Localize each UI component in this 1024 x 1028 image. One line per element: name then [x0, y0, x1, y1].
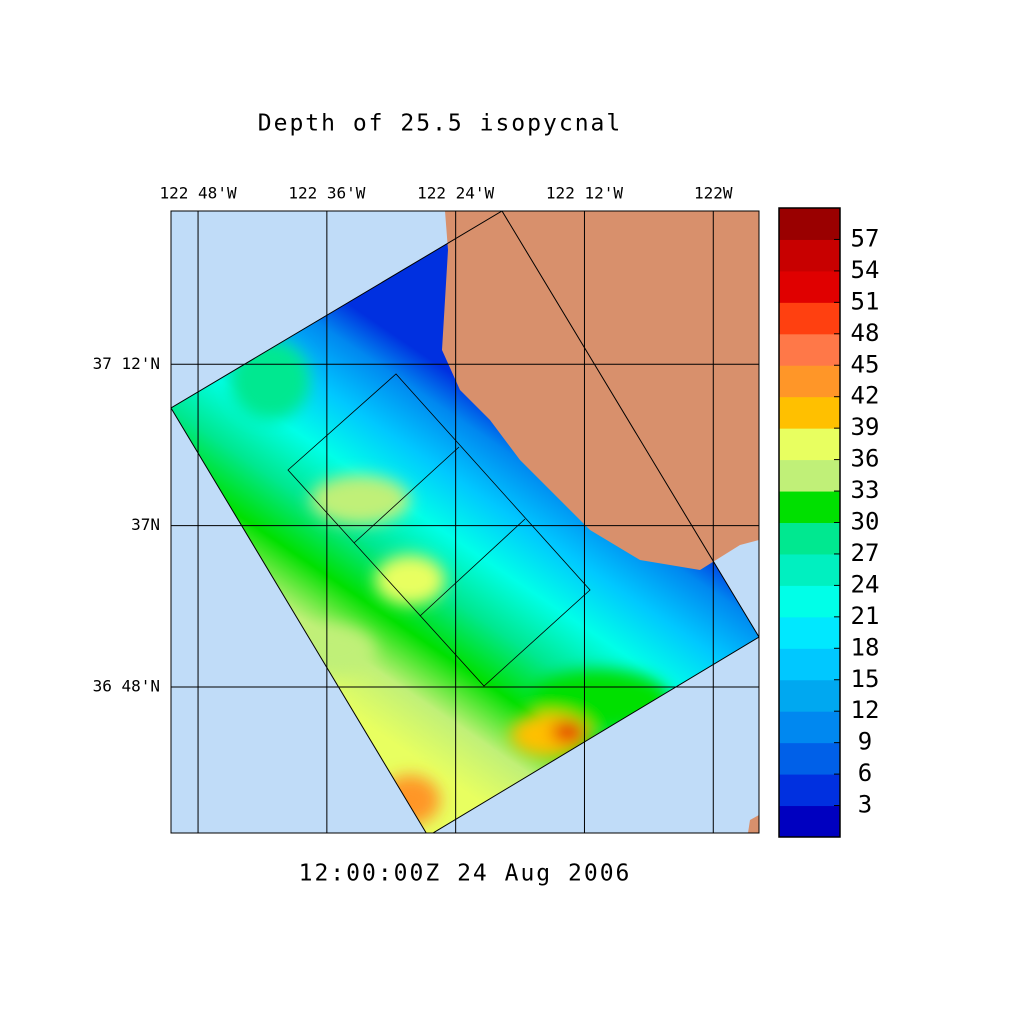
- colorbar-label: 54: [851, 256, 880, 284]
- colorbar-label: 15: [851, 665, 880, 693]
- x-tick-label: 122 24'W: [417, 184, 494, 203]
- land: [442, 211, 759, 570]
- colorbar-label: 18: [851, 633, 880, 661]
- colorbar-swatch: [779, 365, 840, 398]
- chart-title: Depth of 25.5 isopycnal: [258, 111, 623, 137]
- colorbar-swatch: [779, 239, 840, 272]
- colorbar-label: 6: [858, 759, 872, 787]
- colorbar-label: 9: [858, 728, 872, 756]
- colorbar-swatch: [779, 553, 840, 586]
- time-label: 12:00:00Z 24 Aug 2006: [299, 861, 632, 887]
- x-tick-label: 122 12'W: [546, 184, 623, 203]
- colorbar-swatch: [779, 208, 840, 240]
- colorbar-swatch: [779, 491, 840, 523]
- colorbar-label: 48: [851, 319, 880, 347]
- colorbar-swatch: [779, 333, 840, 366]
- colorbar-label: 21: [851, 602, 880, 630]
- colorbar-swatch: [779, 585, 840, 618]
- land: [748, 815, 759, 833]
- colorbar-swatch: [779, 805, 840, 838]
- colorbar-swatch: [779, 459, 840, 492]
- plot-frame: [170, 210, 760, 834]
- colorbar-label: 42: [851, 382, 880, 410]
- x-tick-label: 122W: [694, 184, 733, 203]
- model-domain: [171, 211, 759, 833]
- colorbar-label: 36: [851, 445, 880, 473]
- colorbar-label: 57: [851, 224, 880, 252]
- y-tick-label: 36 48'N: [93, 676, 160, 695]
- x-tick-label: 122 36'W: [288, 184, 365, 203]
- colorbar-swatch: [779, 270, 840, 303]
- colorbar-label: 27: [851, 539, 880, 567]
- colorbar-label: 30: [851, 508, 880, 536]
- x-tick-label: 122 48'W: [160, 184, 237, 203]
- colorbar-label: 39: [851, 413, 880, 441]
- y-tick-label: 37 12'N: [93, 354, 160, 373]
- colorbar-label: 33: [851, 476, 880, 504]
- colorbar-swatch: [779, 396, 840, 429]
- colorbar-swatch: [779, 428, 840, 461]
- colorbar-swatch: [779, 302, 840, 335]
- colorbar-label: 12: [851, 696, 880, 724]
- colorbar-label: 24: [851, 570, 880, 598]
- colorbar-swatch: [779, 742, 840, 775]
- y-tick-label: 37N: [131, 515, 160, 534]
- colorbar-swatch: [779, 711, 840, 744]
- colorbar-swatch: [779, 522, 840, 555]
- map-area: [171, 211, 759, 833]
- colorbar-swatch: [779, 648, 840, 681]
- colorbar-label: 3: [858, 791, 872, 819]
- colorbar-swatch: [779, 774, 840, 807]
- colorbar-label: 45: [851, 350, 880, 378]
- sub-domain: [287, 373, 591, 687]
- colorbar-label: 51: [851, 287, 880, 315]
- colorbar-swatch: [779, 616, 840, 649]
- colorbar-swatch: [779, 679, 840, 712]
